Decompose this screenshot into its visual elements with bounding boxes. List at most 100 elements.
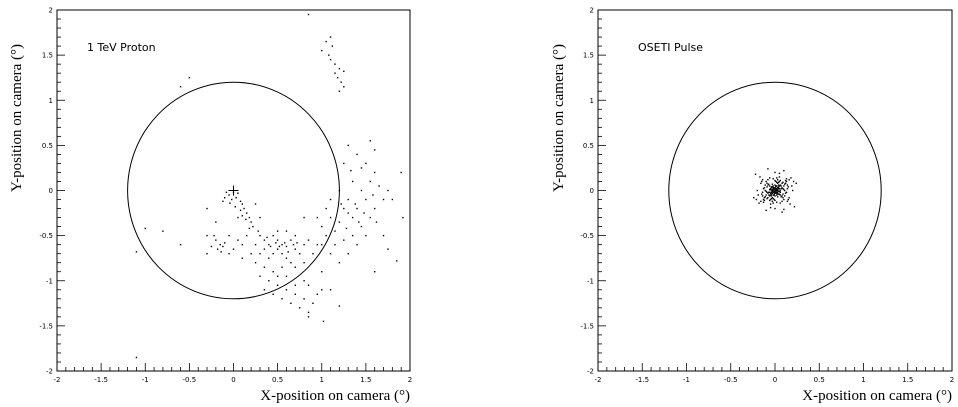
data-point [338,305,341,307]
data-point [374,271,376,273]
data-point [760,200,762,203]
data-point [303,280,305,282]
data-point [206,234,208,237]
data-point [767,192,769,194]
x-tick-label: 1 [320,376,324,384]
data-point [351,216,354,219]
data-point [770,197,773,200]
x-tick-label: 0 [773,376,777,384]
x-tick-label: 0 [231,376,235,384]
data-point [223,242,226,244]
data-point [219,243,221,246]
data-point [776,201,778,203]
data-point [768,188,771,191]
data-point [774,189,776,192]
data-point [307,13,310,16]
data-point [777,186,780,188]
data-point [772,187,774,190]
data-point [222,245,224,248]
data-point [347,144,349,147]
data-point [773,198,775,201]
y-tick-label: -2 [46,368,53,376]
data-point [776,177,778,179]
data-point [235,197,237,199]
data-point [774,191,776,194]
data-point [234,206,236,208]
data-point [761,178,764,181]
data-point [269,245,272,248]
y-tick-label: 0 [49,187,53,195]
data-point [294,266,296,268]
x-tick-label: -1.5 [94,376,108,384]
data-point [257,230,259,232]
data-point [784,182,787,184]
data-point [779,191,782,194]
data-point [382,234,385,237]
data-point [338,189,341,192]
data-point [779,179,782,182]
data-point [780,196,782,198]
data-point [788,197,790,199]
data-point [343,207,345,210]
data-point [783,208,785,211]
y-tick-label: -0.5 [580,232,594,240]
data-point [776,189,778,192]
data-point [296,242,298,244]
x-tick-label: -0.5 [183,376,197,384]
data-point [759,176,761,178]
data-point [777,187,780,190]
data-point [338,221,341,223]
data-point [351,234,354,237]
data-point [781,182,783,184]
data-point [781,187,783,189]
data-point [762,187,765,190]
data-point [785,180,788,183]
data-point [765,209,767,212]
data-point [290,302,292,305]
data-point [778,193,781,195]
data-point [781,211,783,213]
scatter-points [135,13,404,359]
data-point [766,186,768,188]
data-point [307,239,310,241]
data-point [206,252,208,255]
x-tick-label: -1 [142,376,149,384]
data-point [757,194,759,196]
data-point [241,243,244,246]
data-point [778,185,781,187]
data-point [263,248,266,250]
data-point [762,198,765,201]
data-point [241,203,244,205]
data-point [775,180,777,183]
data-point [338,67,341,70]
x-tick-label: 1.5 [902,376,913,384]
data-point [773,194,775,196]
data-point [329,252,332,255]
chart-title: 1 TeV Proton [87,41,156,54]
data-point [135,251,138,253]
data-point [239,200,242,203]
y-tick-label: 1.5 [583,52,594,60]
data-point [768,177,771,179]
data-point [774,184,776,186]
data-point [281,252,283,255]
data-point [215,239,217,241]
data-point [298,252,301,255]
data-point [321,289,323,291]
data-point [774,179,776,182]
data-point [263,289,266,291]
data-point [374,207,376,210]
data-point [776,196,779,198]
data-point [321,225,323,228]
data-point [775,186,777,188]
data-point [162,230,164,232]
data-point [358,221,360,223]
data-point [347,212,349,214]
x-tick-label: 1 [861,376,865,384]
chart-panel-oseti: -2 -1.5 -1 -0.5 0 0.5 1 1.5 2 -2 -1.5 -1 -0.5 0 0.5 1 1.… [551,7,954,405]
data-point [252,225,254,228]
y-tick-label: 2 [49,7,53,15]
data-point [343,239,345,241]
data-point [266,236,268,239]
